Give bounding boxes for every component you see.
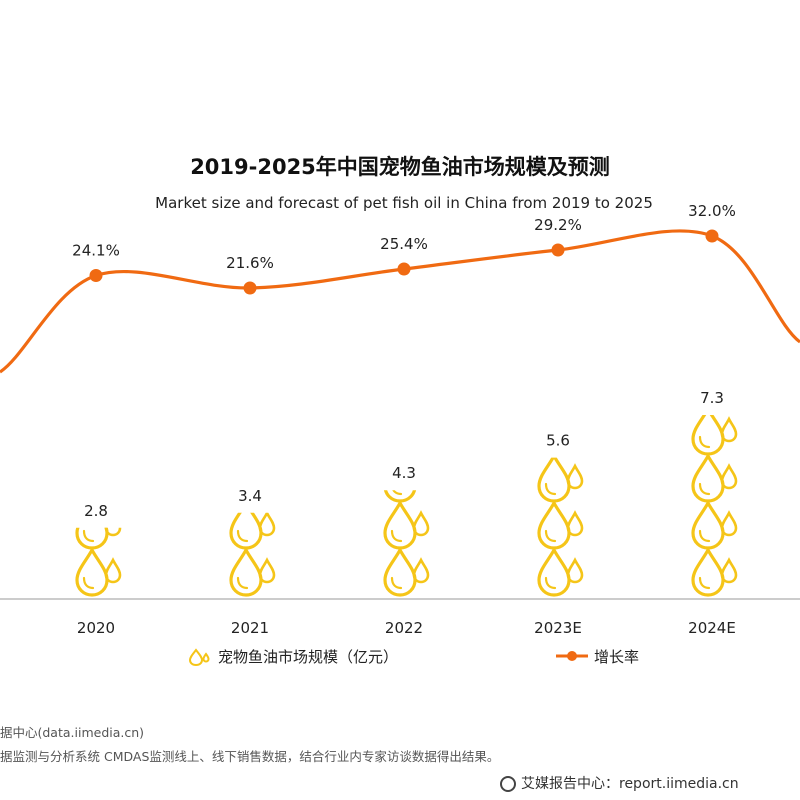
bar-2021: [229, 512, 276, 597]
x-tick-2024E: 2024E: [688, 619, 736, 637]
x-tick-2023E: 2023E: [534, 619, 582, 637]
growth-point-2022: [397, 262, 411, 276]
bar-2022: [383, 490, 430, 597]
legend-line-marker: [567, 651, 577, 661]
bars-group: 2.8 3.4 4.3 5.6 7.3: [75, 389, 738, 597]
legend: 宠物鱼油市场规模（亿元） 增长率: [188, 648, 639, 667]
x-tick-2022: 2022: [385, 619, 423, 637]
growth-label-2024E: 32.0%: [688, 202, 736, 220]
growth-label-2022: 25.4%: [380, 235, 428, 253]
value-label-2020: 2.8: [84, 502, 108, 520]
growth-line-group: 24.1% 21.6% 25.4% 29.2% 32.0%: [0, 202, 800, 374]
x-ticks: 2020 2021 2022 2023E 2024E: [77, 619, 736, 637]
legend-label-growth-rate: 增长率: [594, 648, 639, 666]
growth-point-2020: [89, 269, 103, 282]
growth-point-2024E: [705, 229, 719, 243]
growth-label-2020: 24.1%: [72, 242, 120, 260]
legend-item-market-size: 宠物鱼油市场规模（亿元）: [188, 648, 398, 667]
growth-point-2023E: [551, 243, 565, 257]
bar-2024E: [691, 415, 738, 597]
bar-2023E: [537, 457, 584, 597]
value-label-2024E: 7.3: [700, 389, 724, 407]
value-label-2023E: 5.6: [546, 432, 570, 450]
growth-point-2021: [243, 281, 257, 295]
growth-label-2021: 21.6%: [226, 254, 274, 272]
growth-label-2023E: 29.2%: [534, 216, 582, 234]
chart-title: 2019-2025年中国宠物鱼油市场规模及预测: [190, 155, 610, 179]
legend-label-market-size: 宠物鱼油市场规模（亿元）: [218, 648, 398, 666]
value-label-2022: 4.3: [392, 464, 416, 482]
iimedia-logo-icon: [500, 776, 516, 792]
x-tick-2021: 2021: [231, 619, 269, 637]
bar-2020: [75, 527, 122, 597]
chart-subtitle: Market size and forecast of pet fish oil…: [155, 194, 653, 212]
legend-item-growth-rate: 增长率: [556, 648, 639, 666]
value-label-2021: 3.4: [238, 487, 262, 505]
footer-brand: 艾媒报告中心：report.iimedia.cn: [500, 773, 739, 793]
footer-brand-text: 艾媒报告中心：report.iimedia.cn: [521, 776, 739, 792]
source-line-2: 据监测与分析系统 CMDAS监测线上、线下销售数据，结合行业内专家访谈数据得出结…: [0, 749, 500, 764]
x-tick-2020: 2020: [77, 619, 115, 637]
fish-oil-drop-icon: [188, 648, 210, 667]
source-line-1: 据中心(data.iimedia.cn): [0, 725, 145, 740]
